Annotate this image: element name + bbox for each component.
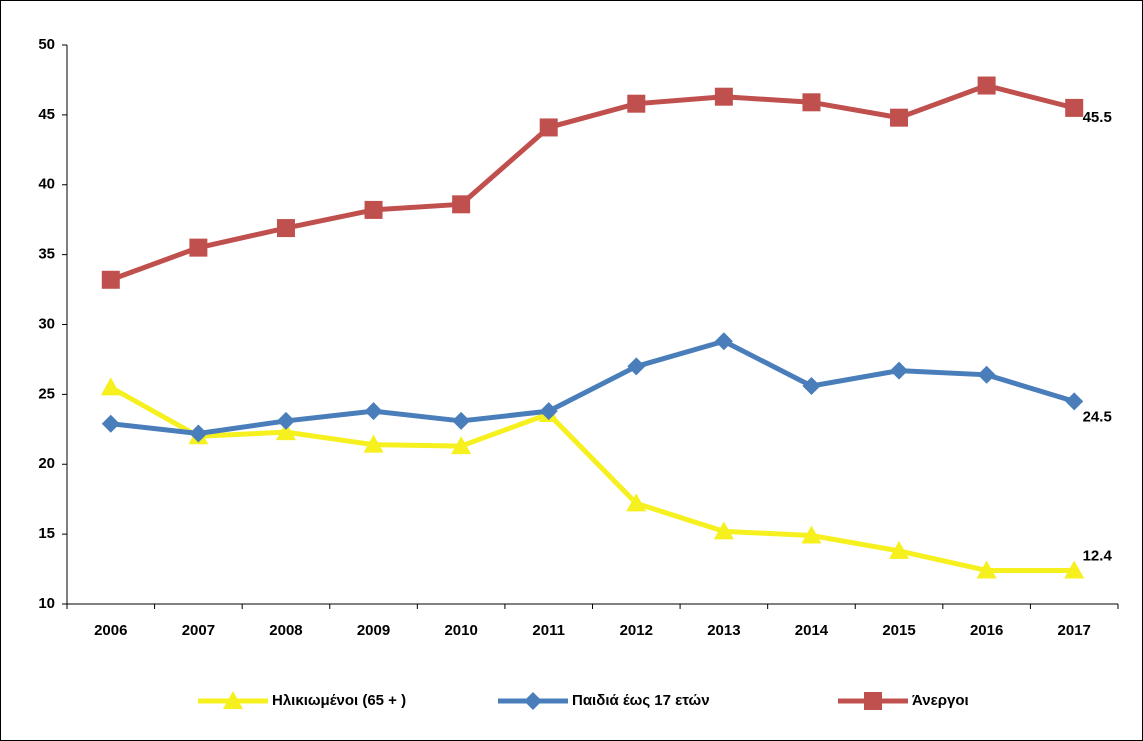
point bbox=[364, 402, 383, 421]
legend-label: Άνεργοι bbox=[912, 692, 969, 709]
data-label: 24.5 bbox=[1083, 408, 1112, 425]
data-label: 12.4 bbox=[1083, 547, 1113, 564]
data-label: 45.5 bbox=[1083, 109, 1112, 126]
y-tick-label: 45 bbox=[38, 106, 55, 123]
point bbox=[713, 521, 734, 540]
series-line bbox=[109, 385, 1075, 573]
legend-label: Παιδιά έως 17 ετών bbox=[572, 692, 710, 709]
legend-label: Ηλικιωμένοι (65 + ) bbox=[272, 692, 406, 709]
point bbox=[890, 108, 909, 127]
point bbox=[977, 76, 996, 95]
point bbox=[276, 411, 295, 430]
point bbox=[627, 357, 646, 376]
y-tick-label: 10 bbox=[38, 595, 55, 612]
legend-marker bbox=[223, 691, 243, 709]
point bbox=[364, 200, 383, 219]
x-tick-label: 2008 bbox=[269, 622, 302, 639]
y-tick-label: 40 bbox=[38, 176, 55, 193]
point bbox=[101, 414, 120, 433]
point bbox=[802, 376, 821, 395]
point bbox=[890, 361, 909, 380]
x-tick-label: 2013 bbox=[707, 622, 740, 639]
y-tick-label: 30 bbox=[38, 315, 55, 332]
point bbox=[1064, 560, 1085, 579]
x-tick-label: 2017 bbox=[1058, 622, 1091, 639]
series-line bbox=[110, 338, 1075, 437]
point bbox=[189, 424, 208, 443]
series-line bbox=[109, 83, 1075, 283]
y-tick-label: 25 bbox=[38, 385, 55, 402]
point bbox=[627, 94, 646, 113]
legend-marker bbox=[864, 692, 882, 710]
legend-marker bbox=[524, 692, 542, 710]
point bbox=[1065, 392, 1084, 411]
point bbox=[189, 238, 208, 257]
point bbox=[802, 93, 821, 112]
y-tick-label: 50 bbox=[38, 36, 55, 53]
point bbox=[100, 377, 121, 396]
point bbox=[626, 493, 647, 512]
x-tick-label: 2007 bbox=[182, 622, 215, 639]
x-tick-label: 2014 bbox=[795, 622, 829, 639]
point bbox=[452, 195, 471, 214]
y-tick-label: 20 bbox=[38, 455, 55, 472]
point bbox=[363, 434, 384, 453]
point bbox=[1065, 98, 1084, 117]
point bbox=[976, 560, 997, 579]
point bbox=[276, 219, 295, 238]
point bbox=[801, 525, 822, 544]
point bbox=[977, 365, 996, 384]
x-tick-label: 2009 bbox=[357, 622, 390, 639]
point bbox=[539, 402, 558, 421]
x-tick-label: 2006 bbox=[94, 622, 127, 639]
point bbox=[101, 270, 120, 289]
x-tick-label: 2010 bbox=[444, 622, 477, 639]
point bbox=[889, 540, 910, 559]
point bbox=[539, 118, 558, 137]
point bbox=[451, 436, 472, 455]
y-tick-label: 15 bbox=[38, 525, 55, 542]
point bbox=[714, 87, 733, 106]
x-tick-label: 2015 bbox=[882, 622, 915, 639]
x-tick-label: 2011 bbox=[532, 622, 565, 639]
point bbox=[452, 411, 471, 430]
point bbox=[714, 332, 733, 351]
x-tick-label: 2012 bbox=[620, 622, 653, 639]
x-tick-label: 2016 bbox=[970, 622, 1003, 639]
y-tick-label: 35 bbox=[38, 246, 55, 263]
point bbox=[275, 422, 296, 441]
